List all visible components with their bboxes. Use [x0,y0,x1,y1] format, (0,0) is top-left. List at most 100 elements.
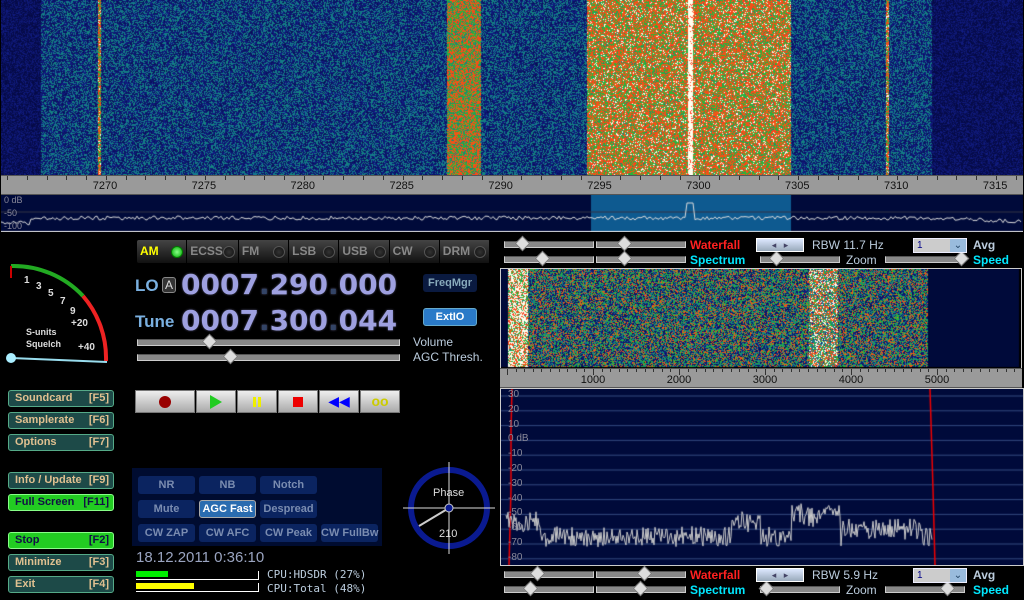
tick-mark [739,369,741,372]
slider-thumb[interactable] [534,250,551,267]
main-waterfall[interactable] [1,0,1023,175]
play-button[interactable] [196,390,236,413]
waterfall-brightness-slider[interactable] [596,565,686,582]
phase-dial[interactable] [403,462,495,554]
extio-button[interactable]: ExtIO [423,308,477,326]
tick-mark [481,176,483,180]
dsp-cw-afc-button[interactable]: CW AFC [199,524,256,542]
rewind-button[interactable]: ◀◀ [319,390,359,413]
slider-thumb[interactable] [522,580,539,597]
speed-slider[interactable] [885,250,970,267]
spectrum-contrast-slider[interactable] [504,580,594,597]
dsp-despread-button[interactable]: Despread [260,500,317,518]
tick-mark [954,369,956,372]
slider-thumb[interactable] [632,580,649,597]
tune-khz[interactable]: 300 [269,304,329,337]
slider-thumb[interactable] [939,580,956,597]
tune-label: Tune [135,312,175,331]
tick-mark [897,176,899,180]
audio-spectrum[interactable] [500,388,1024,566]
audio-waterfall[interactable] [500,268,1022,370]
slider-thumb[interactable] [616,235,633,252]
dsp-agc-fast-button[interactable]: AGC Fast [199,500,256,518]
slider-thumb[interactable] [768,250,785,267]
dsp-nb-button[interactable]: NB [199,476,256,494]
tick-mark [584,369,586,372]
tick-mark [765,369,766,375]
rbw-stepper[interactable]: ◂ ▸ [756,238,804,252]
mode-lsb-button[interactable]: LSB [289,240,340,263]
zoom-slider[interactable] [760,250,840,267]
stop-playback-button[interactable] [278,390,318,413]
samplerate-button[interactable]: Samplerate [F6] [8,412,114,429]
mode-drm-button[interactable]: DRM [440,240,490,263]
squelch-caption[interactable]: Squelch [26,339,62,349]
slider-thumb[interactable] [616,250,633,267]
mode-cw-button[interactable]: CW [390,240,440,263]
freqmgr-button[interactable]: FreqMgr [423,274,477,292]
speed-label: Speed [973,253,1010,267]
zoom-slider[interactable] [758,580,840,597]
slider-thumb[interactable] [758,580,775,597]
tick-mark [501,176,503,180]
dsp-notch-button[interactable]: Notch [260,476,317,494]
tick-mark [575,369,577,372]
mode-am-button[interactable]: AM [137,240,188,263]
rbw-stepper[interactable]: ◂ ▸ [756,568,804,582]
main-spectrum[interactable] [1,195,1023,232]
tune-frequency-display[interactable]: 0007.300.044 [181,304,398,337]
volume-slider[interactable] [137,333,400,350]
lo-hz[interactable]: 000 [338,268,398,301]
waterfall-contrast-slider[interactable] [504,235,594,252]
mode-fm-button[interactable]: FM [239,240,290,263]
record-button[interactable] [135,390,195,413]
dsp-cw-peak-button[interactable]: CW Peak [260,524,317,542]
stop-button[interactable]: Stop [F2] [8,532,114,549]
slider-thumb[interactable] [953,250,970,267]
lo-frequency-display[interactable]: 0007.290.000 [181,268,398,301]
loop-button[interactable]: oo [360,390,400,413]
db-label: 30 [508,389,520,400]
avg-select[interactable]: 1 ⌄ [913,238,967,253]
tick-mark [627,369,629,372]
lo-mhz[interactable]: 0007 [181,268,259,301]
mode-usb-button[interactable]: USB [339,240,390,263]
tune-mhz[interactable]: 0007 [181,304,259,337]
dsp-nr-button[interactable]: NR [138,476,195,494]
soundcard-button[interactable]: Soundcard [F5] [8,390,114,407]
slider-thumb[interactable] [514,235,531,252]
spectrum-brightness-slider[interactable] [596,580,686,597]
spectrum-brightness-slider[interactable] [596,250,686,267]
spectrum-contrast-slider[interactable] [504,250,594,267]
agc-threshold-slider[interactable] [137,348,400,365]
exit-button[interactable]: Exit [F4] [8,576,114,593]
tick-mark [730,369,732,372]
mode-label: CW [392,243,413,258]
audio-frequency-scale[interactable]: 1000 2000 3000 4000 5000 [500,368,1022,388]
lo-lock-button[interactable]: A [162,277,176,293]
frequency-tick: 7315 [982,180,1008,192]
tune-hz[interactable]: 044 [338,304,398,337]
mode-ecss-button[interactable]: ECSS [187,240,239,263]
lo-khz[interactable]: 290 [269,268,329,301]
dsp-mute-button[interactable]: Mute [138,500,195,518]
avg-select[interactable]: 1 ⌄ [913,568,967,583]
main-frequency-scale[interactable]: 7270 7275 7280 7285 7290 7295 7300 7305 7310 7315 [1,175,1023,195]
info-update-button[interactable]: Info / Update [F9] [8,472,114,489]
speed-slider[interactable] [885,580,965,597]
slider-thumb[interactable] [222,348,239,365]
full-screen-button[interactable]: Full Screen [F11] [8,494,114,511]
slider-thumb[interactable] [529,565,546,582]
pause-button[interactable] [237,390,277,413]
dsp-cw-fullbw-button[interactable]: CW FullBw [321,524,378,542]
tick-mark [996,176,997,180]
slider-thumb[interactable] [636,565,653,582]
minimize-button[interactable]: Minimize [F3] [8,554,114,571]
dsp-cw-zap-button[interactable]: CW ZAP [138,524,195,542]
waterfall-contrast-slider[interactable] [504,565,594,582]
frequency-tick: 7295 [587,180,612,192]
waterfall-brightness-slider[interactable] [596,235,686,252]
options-button[interactable]: Options [F7] [8,434,114,451]
tick-mark [26,176,28,180]
tick-mark [550,369,551,372]
